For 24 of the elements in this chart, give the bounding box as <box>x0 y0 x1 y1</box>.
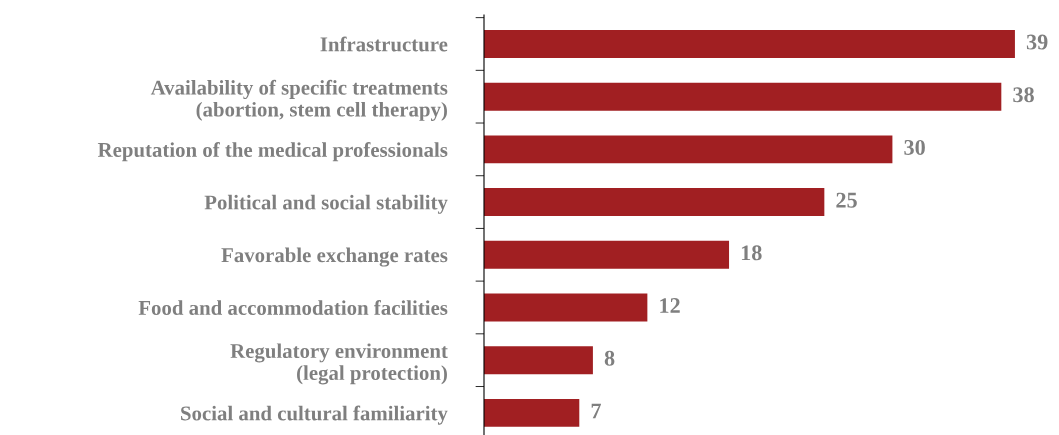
data-label: 12 <box>660 298 680 313</box>
y-tick-label: Reputation of the medical professionals <box>97 142 448 162</box>
data-label: 7 <box>591 403 601 419</box>
data-label: 8 <box>604 350 615 366</box>
data-label: 30 <box>904 139 925 155</box>
bar <box>484 82 1002 111</box>
data-label: 25 <box>836 192 857 208</box>
y-tick-label: Availability of specific treatments (abortion, stem cell therapy) <box>150 79 448 121</box>
bar <box>484 135 893 164</box>
y-tick-label: Food and accommodation facilities <box>138 300 448 315</box>
bar <box>484 346 593 375</box>
bar <box>484 188 825 217</box>
bar <box>484 30 1015 58</box>
y-tick-label: Infrastructure <box>320 36 448 52</box>
y-tick-label: Political and social stability <box>204 194 448 214</box>
data-label: 38 <box>1013 87 1034 103</box>
y-tick-label: Regulatory environment (legal protection) <box>230 343 448 385</box>
y-tick-label: Social and cultural familiarity <box>181 405 448 425</box>
bar <box>484 240 730 269</box>
bar <box>484 293 648 322</box>
data-label: 18 <box>741 245 762 261</box>
bar <box>484 398 580 427</box>
data-label: 39 <box>1026 34 1048 50</box>
y-tick-label: Favorable exchange rates <box>221 247 448 267</box>
